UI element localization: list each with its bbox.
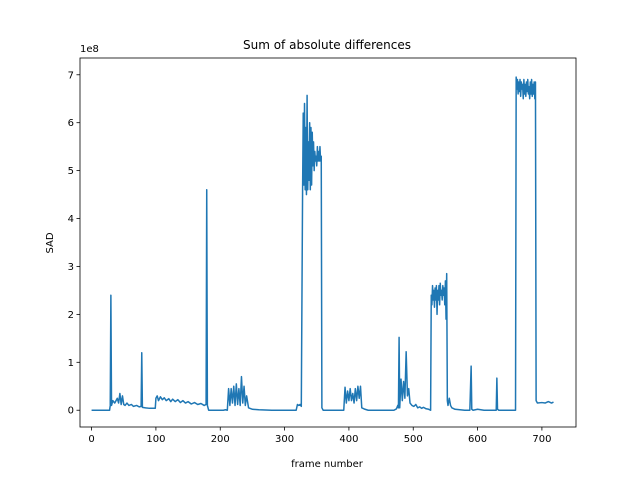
x-tick-label: 200 xyxy=(211,434,230,445)
y-tick-label: 1 xyxy=(68,358,74,369)
x-tick-label: 500 xyxy=(404,434,423,445)
x-axis-ticks: 0 100 200 300 400 500 600 700 xyxy=(88,427,551,445)
y-tick-label: 2 xyxy=(68,310,74,321)
y-tick-label: 5 xyxy=(68,166,74,177)
y-tick-label: 3 xyxy=(68,262,74,273)
y-offset-text: 1e8 xyxy=(80,44,99,55)
x-tick-label: 400 xyxy=(339,434,358,445)
chart-title: Sum of absolute differences xyxy=(243,38,411,52)
y-axis-ticks: 0 1 2 3 4 5 6 7 xyxy=(68,70,80,417)
axes-frame xyxy=(79,57,577,428)
y-tick-label: 6 xyxy=(68,118,74,129)
y-axis-label: SAD xyxy=(45,232,56,253)
y-tick-label: 7 xyxy=(68,70,74,81)
x-tick-label: 600 xyxy=(468,434,487,445)
series-line xyxy=(91,76,554,411)
x-axis-label: frame number xyxy=(291,459,364,470)
plot-area xyxy=(79,57,577,428)
x-tick-label: 100 xyxy=(146,434,165,445)
x-tick-label: 300 xyxy=(275,434,294,445)
y-tick-label: 4 xyxy=(68,214,74,225)
y-tick-label: 0 xyxy=(68,406,74,417)
x-tick-label: 700 xyxy=(532,434,551,445)
x-tick-label: 0 xyxy=(88,434,94,445)
